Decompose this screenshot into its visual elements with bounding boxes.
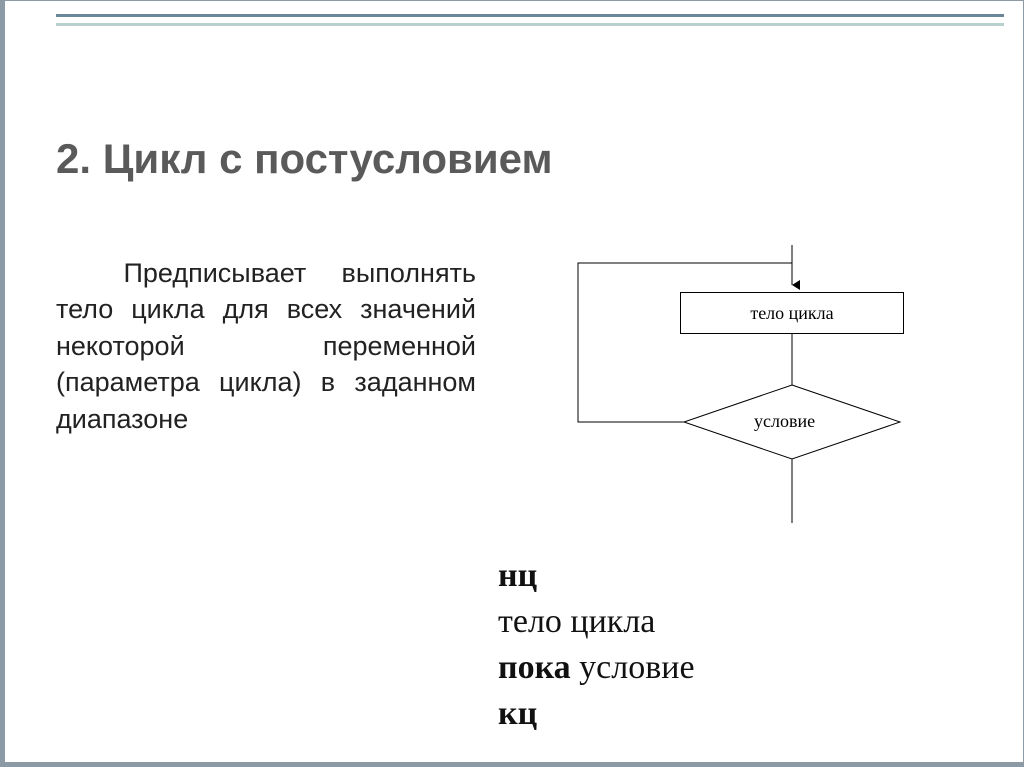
flowchart-body-box: тело цикла [680,292,904,334]
slide-body-text: Предписывает выполнять тело цикла для вс… [56,255,476,437]
flowchart-diagram: тело цикла условие [560,245,930,535]
flowchart-body-label: тело цикла [750,303,833,324]
flowchart-svg [560,245,930,535]
pseudocode-line: кц [498,691,695,737]
pseudocode-line: пока условие [498,645,695,691]
pseudocode-block: нцтело циклапока условиекц [498,553,695,737]
flowchart-condition-label: условие [754,411,815,432]
decorative-rule-top [56,14,1004,17]
pseudocode-line: нц [498,553,695,599]
slide-title: 2. Цикл с постусловием [56,135,553,183]
decorative-rule-bottom [56,23,1004,26]
pseudocode-line: тело цикла [498,599,695,645]
